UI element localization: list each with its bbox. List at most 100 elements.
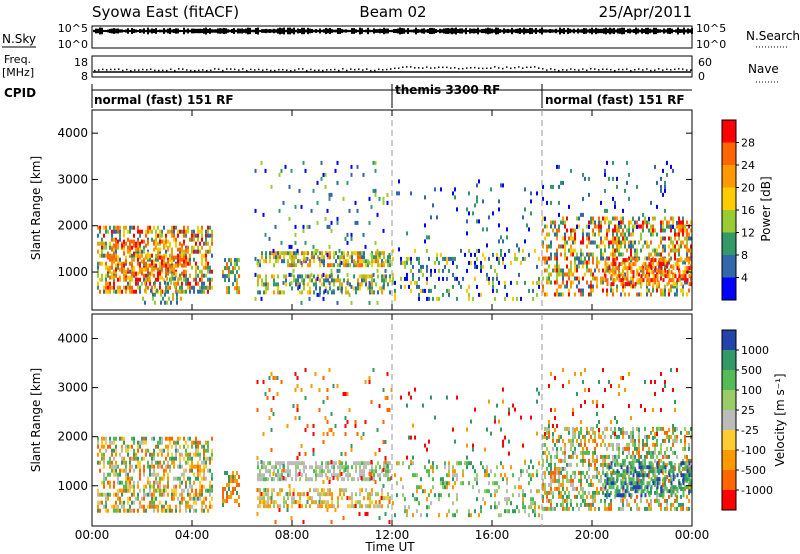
heatmap-cell <box>107 285 109 290</box>
heatmap-cell <box>151 464 153 469</box>
heatmap-cell <box>205 261 207 266</box>
heatmap-cell <box>610 288 612 293</box>
heatmap-cell <box>490 493 492 498</box>
heatmap-cell <box>363 274 365 279</box>
colorbar-tick-label: 4 <box>741 272 748 285</box>
heatmap-cell <box>345 461 347 466</box>
heatmap-cell <box>642 446 644 451</box>
heatmap-cell <box>197 281 199 286</box>
heatmap-cell <box>656 498 658 503</box>
heatmap-cell <box>580 288 582 293</box>
heatmap-cell <box>150 288 152 293</box>
heatmap-cell <box>456 276 458 281</box>
heatmap-cell <box>676 266 679 271</box>
heatmap-cell <box>179 247 181 252</box>
heatmap-cell <box>652 462 654 467</box>
heatmap-cell <box>604 478 606 483</box>
heatmap-cell <box>304 368 307 372</box>
heatmap-cell <box>141 253 143 258</box>
heatmap-cell <box>590 268 592 273</box>
heatmap-cell <box>179 456 181 461</box>
heatmap-cell <box>197 229 199 234</box>
heatmap-cell <box>600 442 602 447</box>
heatmap-cell <box>324 216 327 221</box>
heatmap-cell <box>652 274 655 279</box>
heatmap-cell <box>416 473 418 478</box>
heatmap-cell <box>205 464 207 469</box>
heatmap-cell <box>638 454 640 459</box>
heatmap-cell <box>528 252 530 257</box>
heatmap-cell <box>137 249 139 254</box>
heatmap-cell <box>616 442 618 447</box>
heatmap-cell <box>446 288 448 293</box>
heatmap-cell <box>604 506 606 511</box>
heatmap-cell <box>287 469 289 474</box>
nave-sample <box>594 68 596 70</box>
heatmap-cell <box>109 480 111 485</box>
heatmap-cell <box>468 191 470 196</box>
heatmap-cell <box>157 271 159 276</box>
heatmap-cell <box>414 280 416 285</box>
heatmap-cell <box>650 490 652 495</box>
heatmap-cell <box>602 240 604 245</box>
heatmap-cell <box>582 292 584 297</box>
heatmap-cell <box>562 482 564 487</box>
heatmap-cell <box>650 498 652 503</box>
heatmap-cell <box>143 277 145 282</box>
heatmap-cell <box>634 466 636 471</box>
heatmap-cell <box>187 504 189 509</box>
heatmap-cell <box>187 277 189 282</box>
heatmap-cell <box>680 224 682 229</box>
heatmap-cell <box>444 256 446 261</box>
heatmap-cell <box>307 496 309 501</box>
heatmap-cell <box>412 473 414 478</box>
heatmap-cell <box>173 440 175 445</box>
heatmap-cell <box>636 450 638 455</box>
heatmap-cell <box>201 508 203 513</box>
heatmap-cell <box>361 255 363 260</box>
heatmap-cell <box>652 216 654 221</box>
heatmap-cell <box>174 276 176 281</box>
heatmap-cell <box>115 267 117 272</box>
heatmap-cell <box>195 496 197 501</box>
nsky-sample <box>403 28 405 34</box>
nsky-sample <box>241 28 243 34</box>
heatmap-cell <box>315 473 317 478</box>
heatmap-cell <box>652 450 654 455</box>
heatmap-cell <box>564 232 566 237</box>
heatmap-cell <box>201 277 203 282</box>
heatmap-cell <box>177 263 179 268</box>
heatmap-cell <box>137 464 139 469</box>
heatmap-cell <box>271 251 273 256</box>
heatmap-cell <box>363 259 365 264</box>
heatmap-cell <box>330 428 333 432</box>
nsky-sample <box>97 28 99 34</box>
nsky-sample <box>649 28 651 34</box>
heatmap-cell <box>291 500 293 505</box>
heatmap-cell <box>355 492 357 497</box>
heatmap-cell <box>265 500 267 505</box>
heatmap-cell <box>662 258 665 263</box>
heatmap-cell <box>674 256 676 261</box>
heatmap-cell <box>326 388 329 392</box>
heatmap-cell <box>361 259 363 264</box>
heatmap-cell <box>452 191 454 196</box>
nsky-sample <box>123 29 125 33</box>
heatmap-cell <box>254 256 257 261</box>
heatmap-cell <box>157 444 159 449</box>
colorbar-tick-label: 24 <box>741 159 755 172</box>
heatmap-cell <box>628 466 630 471</box>
heatmap-cell <box>522 489 524 494</box>
heatmap-cell <box>656 268 658 273</box>
heatmap-cell <box>332 384 335 388</box>
heatmap-cell <box>273 290 275 295</box>
heatmap-cell <box>355 263 357 268</box>
heatmap-cell <box>375 465 377 470</box>
heatmap-cell <box>179 241 181 246</box>
heatmap-cell <box>492 252 494 257</box>
heatmap-cell <box>564 224 566 229</box>
nsky-sample <box>329 27 331 35</box>
heatmap-cell <box>201 289 203 294</box>
nsky-sample <box>155 28 157 34</box>
nave-sample <box>230 68 232 70</box>
